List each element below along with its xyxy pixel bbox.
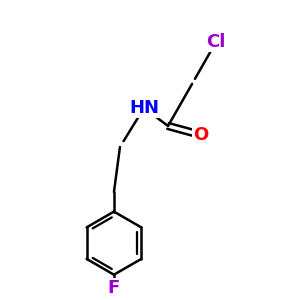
Text: Cl: Cl bbox=[206, 33, 226, 51]
Text: HN: HN bbox=[129, 99, 159, 117]
Text: F: F bbox=[108, 279, 120, 297]
Text: O: O bbox=[194, 126, 209, 144]
